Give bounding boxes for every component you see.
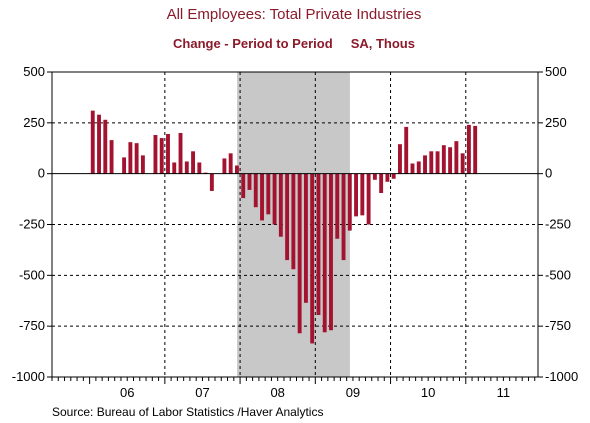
y-tick-label-left: -250 xyxy=(19,217,45,232)
bar xyxy=(347,173,352,231)
y-tick-label-right: 500 xyxy=(545,64,567,79)
bar xyxy=(241,173,246,199)
x-tick-label: 11 xyxy=(497,385,511,400)
bar xyxy=(410,163,415,174)
x-tick-label: 10 xyxy=(421,385,435,400)
bar xyxy=(103,119,108,174)
bar xyxy=(203,172,208,174)
bar xyxy=(303,173,308,303)
bar xyxy=(366,173,371,225)
bar xyxy=(260,173,264,221)
bar xyxy=(159,138,164,174)
bar xyxy=(266,173,271,215)
bar xyxy=(460,153,465,174)
bar xyxy=(354,173,359,217)
bar xyxy=(90,110,95,174)
bar xyxy=(272,173,277,225)
bar xyxy=(278,173,283,237)
bar xyxy=(385,173,390,182)
y-tick-label-left: 500 xyxy=(23,64,45,79)
bar xyxy=(209,173,214,191)
y-tick-label-right: -250 xyxy=(545,217,571,232)
bar xyxy=(285,173,290,261)
y-tick-label-left: -1000 xyxy=(12,369,45,384)
bar xyxy=(391,173,396,179)
bar xyxy=(473,125,478,174)
bar xyxy=(310,173,315,344)
chart-subtitle: Change - Period to Period SA, Thous xyxy=(173,36,415,51)
bar xyxy=(178,133,183,174)
bar xyxy=(322,173,327,333)
bar xyxy=(454,141,459,174)
bar xyxy=(228,153,233,174)
y-tick-label-left: -500 xyxy=(19,267,45,282)
bar xyxy=(448,147,453,174)
bar xyxy=(134,143,139,174)
bar xyxy=(184,161,189,174)
bar xyxy=(360,173,365,216)
bar xyxy=(97,114,101,174)
y-tick-label-right: -1000 xyxy=(545,369,578,384)
x-tick-label: 09 xyxy=(346,385,360,400)
bar xyxy=(341,173,346,261)
y-tick-label-right: 0 xyxy=(545,166,552,181)
bar xyxy=(398,144,402,174)
y-tick-label-right: -500 xyxy=(545,267,571,282)
y-axis-right-labels: 500 250 0 -250 -500 -750 -1000 xyxy=(545,64,578,384)
y-tick-label-left: -750 xyxy=(19,318,45,333)
bar xyxy=(166,134,170,174)
y-tick-label-left: 0 xyxy=(38,166,45,181)
bar xyxy=(253,173,258,208)
bar xyxy=(297,173,302,334)
y-tick-label-right: 250 xyxy=(545,115,567,130)
y-tick-label-left: 250 xyxy=(23,115,45,130)
bar xyxy=(435,151,440,174)
bar xyxy=(316,173,321,315)
x-axis-year-labels: 06 07 08 09 10 11 xyxy=(120,385,510,400)
bar xyxy=(423,155,427,174)
bar xyxy=(109,140,114,174)
x-tick-label: 06 xyxy=(120,385,134,400)
bar xyxy=(128,142,133,174)
source-note: Source: Bureau of Labor Statistics /Have… xyxy=(52,405,323,419)
chart-title: All Employees: Total Private Industries xyxy=(167,6,422,23)
bar xyxy=(172,162,177,174)
bar xyxy=(191,151,196,174)
bar xyxy=(247,173,252,190)
bar xyxy=(153,135,158,174)
bar xyxy=(335,173,340,239)
bar xyxy=(291,173,296,270)
x-tick-label: 07 xyxy=(195,385,209,400)
y-tick-label-right: -750 xyxy=(545,318,571,333)
bar xyxy=(466,124,471,174)
bars xyxy=(90,110,478,344)
bar xyxy=(222,158,227,174)
x-tick-label: 08 xyxy=(270,385,284,400)
bar xyxy=(429,151,434,174)
axis-ticks xyxy=(47,71,543,384)
bar xyxy=(197,162,202,174)
bar xyxy=(235,165,239,174)
bar xyxy=(122,157,127,174)
bar xyxy=(416,161,421,174)
bar xyxy=(404,126,409,174)
bar xyxy=(441,145,446,174)
bar xyxy=(372,173,377,180)
bar xyxy=(379,173,384,193)
bar xyxy=(140,155,145,174)
bar xyxy=(329,173,333,331)
y-axis-left-labels: 500 250 0 -250 -500 -750 -1000 xyxy=(12,64,45,384)
